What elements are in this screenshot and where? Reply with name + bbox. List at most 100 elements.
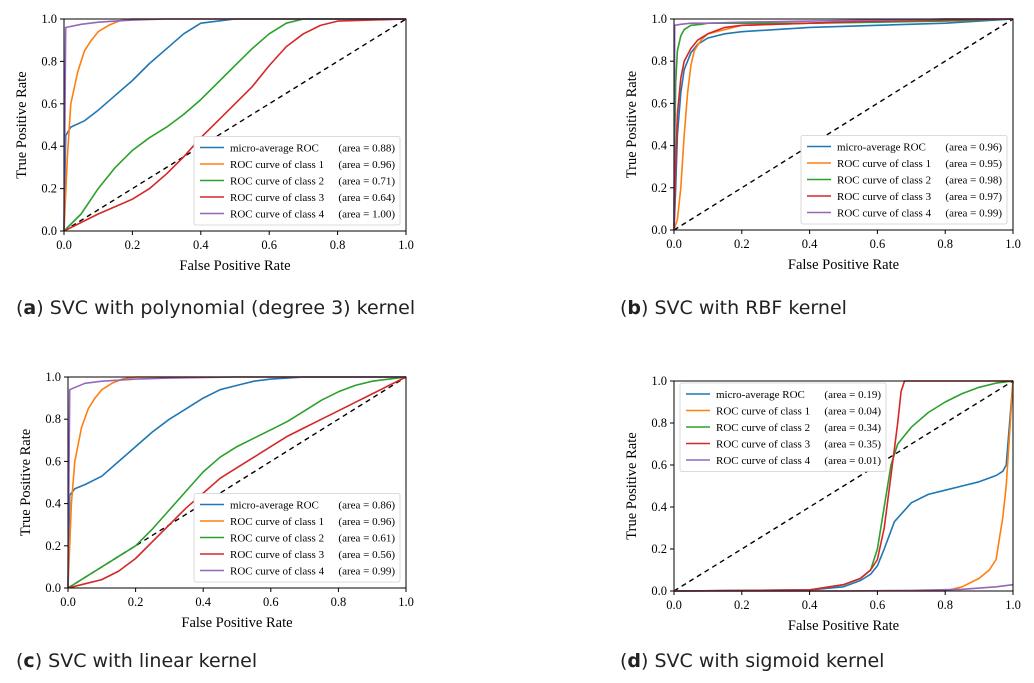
chance-diagonal-line xyxy=(673,18,1014,231)
legend-area-value: (area = 0.64) xyxy=(338,192,395,204)
legend-label: micro-average ROC xyxy=(837,142,926,154)
legend: micro-average ROC (area = 0.19) ROC curve … xyxy=(679,382,887,472)
series-line-class-2 xyxy=(67,376,407,589)
y-tick-label: 0.4 xyxy=(41,139,57,153)
y-axis-label: True Positive Rate xyxy=(624,71,640,178)
x-tick-label: 0.6 xyxy=(261,238,277,252)
plot-frame xyxy=(673,380,1014,592)
series-line-micro-average xyxy=(673,18,1014,231)
caption-a: (a) SVC with polynomial (degree 3) kerne… xyxy=(16,297,416,319)
legend-label: ROC curve of class 1 xyxy=(716,406,810,418)
y-tick-label: 1.0 xyxy=(45,370,61,384)
x-tick-label: 0.8 xyxy=(937,237,953,251)
y-tick-label: 0.2 xyxy=(651,181,667,195)
y-tick-label: 0.6 xyxy=(41,97,57,111)
legend-label: ROC curve of class 4 xyxy=(716,455,811,467)
legend-label: ROC curve of class 3 xyxy=(837,191,932,203)
x-tick-label: 0.8 xyxy=(937,598,953,612)
legend-area-value: (area = 0.19) xyxy=(824,389,881,401)
x-tick-label: 0.4 xyxy=(195,595,211,609)
y-tick-label: 0.4 xyxy=(651,500,667,514)
legend-area-value: (area = 0.34) xyxy=(824,422,881,434)
x-tick-label: 0.4 xyxy=(193,238,209,252)
chart-svg: 0.00.0 0.2 0.2 0.4 0.4 0.6 0.6 0.8 0.8 1.0 1.0 Fals… xyxy=(624,374,1021,634)
y-tick-label: 0.8 xyxy=(41,54,57,68)
series-line-micro-average xyxy=(67,376,406,589)
y-tick-label: 0.0 xyxy=(651,223,667,237)
x-tick-label: 0.8 xyxy=(331,595,347,609)
y-tick-label: 1.0 xyxy=(41,12,57,26)
y-tick-label: 0.8 xyxy=(651,416,667,430)
x-tick-label: 0.4 xyxy=(802,598,818,612)
x-tick-label: 0.8 xyxy=(330,238,346,252)
legend-area-value: (area = 0.98) xyxy=(945,175,1002,187)
legend-label: ROC curve of class 1 xyxy=(230,159,324,171)
legend-label: ROC curve of class 4 xyxy=(230,209,325,221)
legend-box xyxy=(193,493,401,583)
legend-label: ROC curve of class 4 xyxy=(837,208,932,220)
legend-box xyxy=(679,382,887,472)
y-axis-label: True Positive Rate xyxy=(624,432,640,539)
y-tick-label: 0.4 xyxy=(651,139,667,153)
x-tick-label: 1.0 xyxy=(398,238,414,252)
x-tick-label: 0.2 xyxy=(734,598,750,612)
legend-area-value: (area = 0.88) xyxy=(338,143,395,155)
y-tick-label: 0.8 xyxy=(651,54,667,68)
legend-area-value: (area = 0.86) xyxy=(338,500,395,512)
x-tick-label: 1.0 xyxy=(1005,237,1021,251)
legend-area-value: (area = 0.97) xyxy=(945,191,1002,203)
y-axis-label: True Positive Rate xyxy=(18,429,34,536)
legend-box xyxy=(800,135,1008,225)
legend-area-value: (area = 0.01) xyxy=(824,455,881,467)
caption-d: (d) SVC with sigmoid kernel xyxy=(620,650,885,672)
chart-svg: 0.00.0 0.2 0.2 0.4 0.4 0.6 0.6 0.8 0.8 1.0 1.0 Fals… xyxy=(624,12,1021,273)
series-line-class-4 xyxy=(673,18,1013,231)
x-tick-label: 0.4 xyxy=(802,237,818,251)
x-axis-label: False Positive Rate xyxy=(181,615,292,631)
chart-svg: 0.00.0 0.2 0.2 0.4 0.4 0.6 0.6 0.8 0.8 1.0 1.0 Fals… xyxy=(14,12,414,274)
y-tick-label: 0.0 xyxy=(45,581,61,595)
y-tick-label: 0.2 xyxy=(651,542,667,556)
legend: micro-average ROC (area = 0.96) ROC curve … xyxy=(800,135,1008,225)
y-tick-label: 0.0 xyxy=(651,584,667,598)
caption-b: (b) SVC with RBF kernel xyxy=(620,297,847,319)
y-axis-label: True Positive Rate xyxy=(14,71,30,178)
x-tick-label: 0.2 xyxy=(734,237,750,251)
y-tick-label: 0.8 xyxy=(45,412,61,426)
y-tick-label: 0.4 xyxy=(45,497,61,511)
legend-area-value: (area = 0.35) xyxy=(824,439,881,451)
plot-frame xyxy=(63,18,407,232)
series-line-class-1 xyxy=(674,380,1014,592)
series-line-class-3 xyxy=(63,18,407,232)
x-tick-label: 0.2 xyxy=(128,595,144,609)
x-axis-label: False Positive Rate xyxy=(788,257,899,273)
legend-label: ROC curve of class 2 xyxy=(837,175,931,187)
x-tick-label: 1.0 xyxy=(398,595,414,609)
chart-svg: 0.00.0 0.2 0.2 0.4 0.4 0.6 0.6 0.8 0.8 1.0 1.0 Fals… xyxy=(18,370,414,631)
x-tick-label: 0.0 xyxy=(60,595,76,609)
chance-diagonal-line xyxy=(673,380,1014,592)
legend-label: ROC curve of class 3 xyxy=(230,549,325,561)
x-axis-label: False Positive Rate xyxy=(788,618,899,634)
x-tick-label: 0.0 xyxy=(666,237,682,251)
legend-label: micro-average ROC xyxy=(716,389,805,401)
legend-area-value: (area = 0.71) xyxy=(338,176,395,188)
legend-label: ROC curve of class 2 xyxy=(230,176,324,188)
legend-area-value: (area = 0.61) xyxy=(338,533,395,545)
legend-area-value: (area = 0.96) xyxy=(338,159,395,171)
chance-diagonal-line xyxy=(63,18,407,232)
legend: micro-average ROC (area = 0.88) ROC curve … xyxy=(193,136,401,226)
legend-area-value: (area = 1.00) xyxy=(338,209,395,221)
legend-area-value: (area = 0.96) xyxy=(338,516,395,528)
legend-label: ROC curve of class 2 xyxy=(716,422,810,434)
series-line-class-2 xyxy=(63,18,406,232)
y-tick-label: 0.6 xyxy=(45,454,61,468)
x-tick-label: 0.0 xyxy=(56,238,72,252)
x-tick-label: 0.6 xyxy=(870,237,886,251)
plot-frame xyxy=(67,376,407,589)
legend-area-value: (area = 0.99) xyxy=(945,208,1002,220)
plot-frame xyxy=(673,18,1014,231)
legend: micro-average ROC (area = 0.86) ROC curve … xyxy=(193,493,401,583)
x-tick-label: 1.0 xyxy=(1005,598,1021,612)
legend-label: ROC curve of class 1 xyxy=(230,516,324,528)
